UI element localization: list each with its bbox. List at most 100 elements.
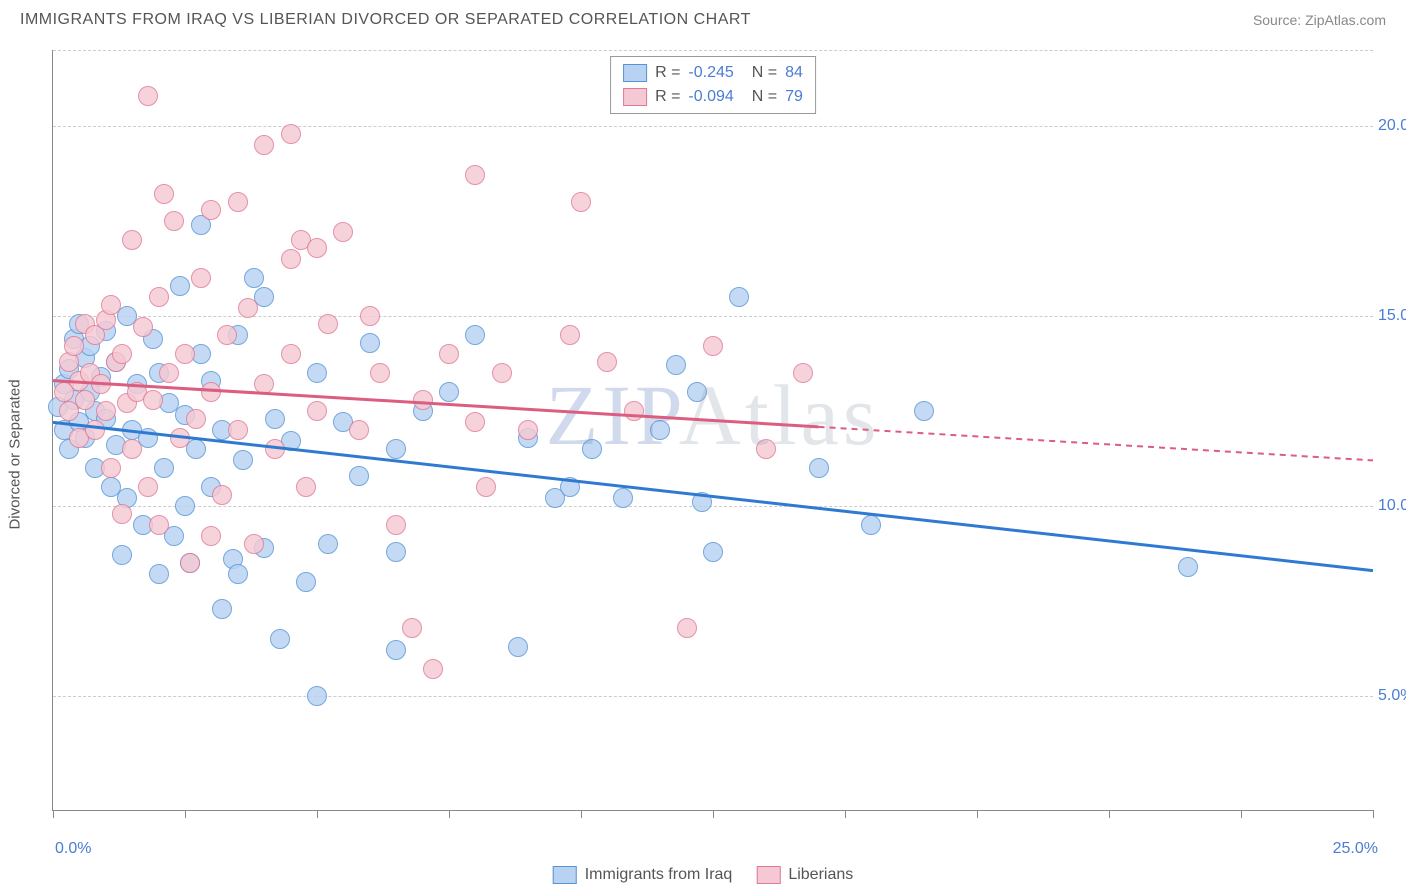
scatter-point [492,363,512,383]
y-tick-label: 15.0% [1378,307,1406,325]
scatter-point [318,314,338,334]
scatter-point [1178,557,1198,577]
scatter-point [307,238,327,258]
legend-n-label: N = [752,85,777,109]
scatter-point [386,640,406,660]
gridline [53,126,1373,127]
scatter-point [85,420,105,440]
scatter-point [217,325,237,345]
scatter-point [101,458,121,478]
y-axis-label: Divorced or Separated [7,379,24,529]
scatter-point [212,485,232,505]
scatter-point [233,450,253,470]
scatter-point [159,363,179,383]
scatter-point [914,401,934,421]
scatter-point [307,401,327,421]
scatter-point [349,466,369,486]
scatter-point [386,439,406,459]
legend-r-label: R = [655,61,680,85]
x-tick-label-min: 0.0% [55,840,91,858]
scatter-point [112,545,132,565]
scatter-point [360,333,380,353]
legend-stats-row: R = -0.094N = 79 [623,85,803,109]
legend-bottom: Immigrants from Iraq Liberians [553,866,854,884]
x-tick [845,810,846,818]
scatter-point [154,458,174,478]
scatter-point [228,564,248,584]
scatter-point [413,390,433,410]
scatter-point [560,325,580,345]
scatter-point [318,534,338,554]
scatter-point [423,659,443,679]
scatter-point [201,382,221,402]
scatter-point [112,344,132,364]
scatter-point [112,504,132,524]
legend-swatch [623,88,647,106]
x-tick [53,810,54,818]
legend-label: Liberians [788,866,853,884]
scatter-point [91,374,111,394]
scatter-point [307,363,327,383]
scatter-point [201,200,221,220]
x-tick [185,810,186,818]
scatter-point [677,618,697,638]
scatter-point [254,135,274,155]
legend-r-value: -0.245 [688,61,733,85]
scatter-point [228,420,248,440]
scatter-point [265,409,285,429]
scatter-point [143,390,163,410]
regression-line-extrapolated [819,427,1373,461]
watermark-atlas: Atlas [679,367,881,463]
source-label: Source: ZipAtlas.com [1253,12,1386,28]
scatter-point [180,553,200,573]
scatter-point [149,515,169,535]
scatter-point [254,374,274,394]
scatter-point [164,211,184,231]
x-tick [581,810,582,818]
scatter-point [703,336,723,356]
legend-label: Immigrants from Iraq [585,866,733,884]
scatter-point [597,352,617,372]
scatter-point [756,439,776,459]
scatter-point [560,477,580,497]
scatter-point [238,298,258,318]
gridline [53,50,1373,51]
scatter-point [666,355,686,375]
scatter-point [186,409,206,429]
scatter-point [349,420,369,440]
scatter-point [729,287,749,307]
scatter-point [175,344,195,364]
legend-swatch [756,866,780,884]
scatter-point [703,542,723,562]
legend-stats-row: R = -0.245N = 84 [623,61,803,85]
x-tick [977,810,978,818]
y-tick-label: 10.0% [1378,497,1406,515]
scatter-point [138,86,158,106]
legend-swatch [553,866,577,884]
scatter-point [333,222,353,242]
legend-item: Liberians [756,866,853,884]
scatter-point [476,477,496,497]
scatter-point [281,344,301,364]
scatter-point [360,306,380,326]
scatter-point [175,496,195,516]
x-tick-label-max: 25.0% [1333,840,1378,858]
scatter-point [133,317,153,337]
scatter-point [170,428,190,448]
scatter-point [122,439,142,459]
scatter-point [613,488,633,508]
x-tick [317,810,318,818]
x-tick [1373,810,1374,818]
scatter-point [265,439,285,459]
x-tick [449,810,450,818]
legend-r-label: R = [655,85,680,109]
scatter-point [149,287,169,307]
scatter-point [465,165,485,185]
gridline [53,506,1373,507]
legend-n-value: 84 [785,61,803,85]
y-tick-label: 5.0% [1378,687,1406,705]
scatter-point [170,276,190,296]
scatter-point [624,401,644,421]
scatter-point [270,629,290,649]
scatter-point [64,336,84,356]
